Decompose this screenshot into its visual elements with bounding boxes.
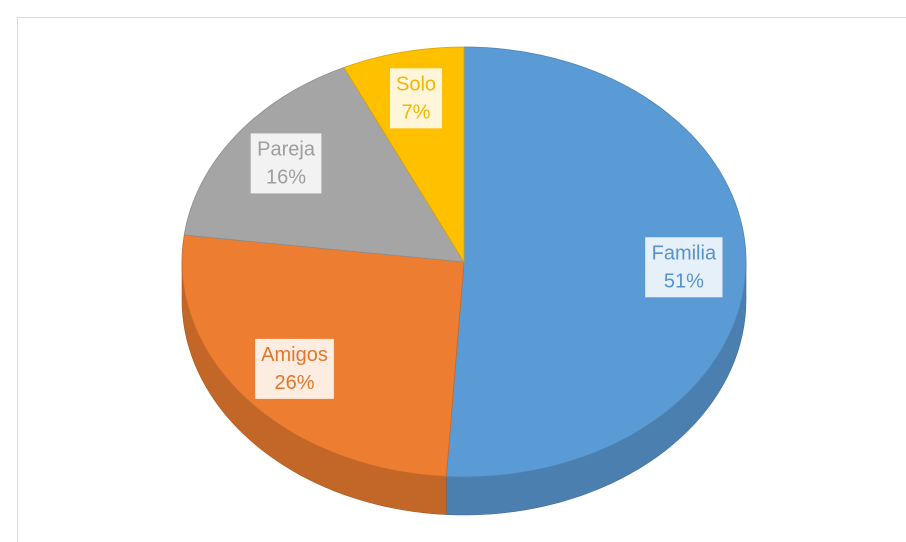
label-category: Pareja xyxy=(257,139,316,161)
label-box xyxy=(250,133,322,194)
label-value: 16% xyxy=(266,167,306,189)
label-category: Amigos xyxy=(261,344,328,366)
label-value: 7% xyxy=(402,102,431,124)
label-box xyxy=(255,338,334,399)
data-label: Solo 7% xyxy=(390,68,443,129)
pie-slice xyxy=(183,66,465,263)
label-category: Solo xyxy=(396,74,436,96)
pie-slice xyxy=(445,46,747,478)
label-value: 26% xyxy=(275,372,315,394)
label-box xyxy=(390,68,443,129)
data-label: Familia 51% xyxy=(645,237,723,298)
data-label: Pareja 16% xyxy=(250,133,322,194)
data-label: Amigos 26% xyxy=(255,338,334,399)
label-category: Familia xyxy=(652,243,717,265)
label-box xyxy=(645,237,723,298)
label-value: 51% xyxy=(664,271,704,293)
